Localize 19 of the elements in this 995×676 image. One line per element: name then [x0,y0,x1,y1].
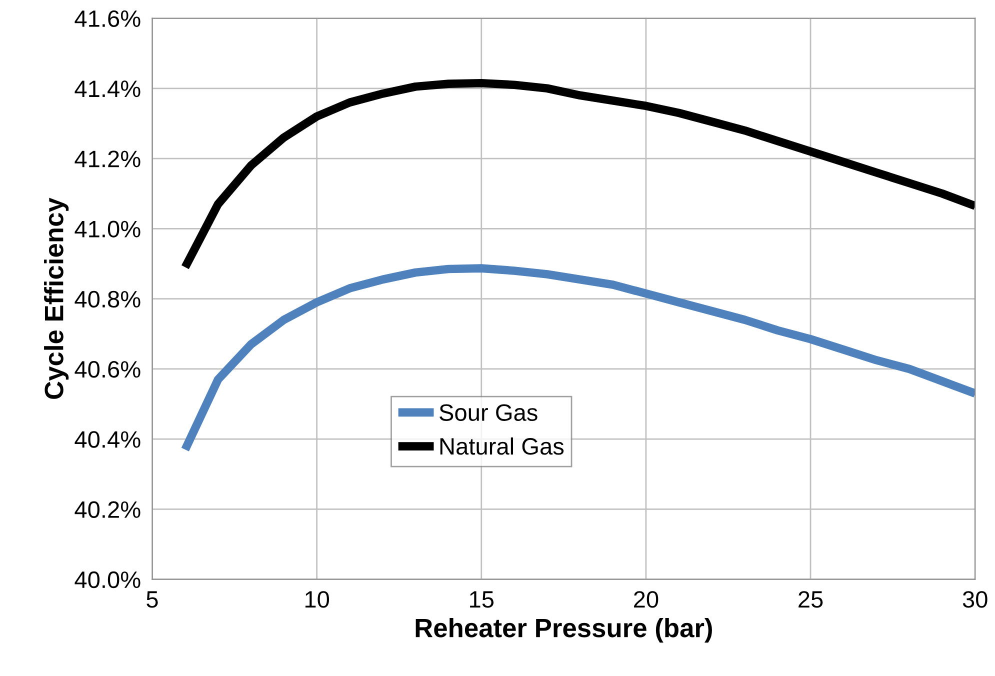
x-tick-label: 30 [962,591,988,608]
x-tick-label: 10 [305,591,330,608]
y-tick-label: 41.0% [74,220,140,238]
y-tick-label: 40.2% [74,501,140,518]
y-tick-label: 41.4% [74,80,140,98]
x-tick-label: 5 [146,591,158,608]
y-tick-label: 40.4% [74,431,140,448]
legend-label: Sour Gas [440,404,538,421]
y-tick-label: 41.2% [74,150,140,168]
y-axis-title: Cycle Efficiency [44,198,69,399]
x-tick-label: 15 [470,591,494,608]
legend-label: Natural Gas [440,437,564,455]
x-tick-label: 25 [798,591,823,608]
x-axis-title: Reheater Pressure (bar) [416,618,712,643]
y-tick-label: 40.6% [74,360,140,378]
y-tick-label: 41.6% [74,10,140,28]
x-tick-label: 20 [634,591,658,608]
y-tick-label: 40.8% [74,290,140,308]
y-tick-label: 40.0% [74,571,140,588]
